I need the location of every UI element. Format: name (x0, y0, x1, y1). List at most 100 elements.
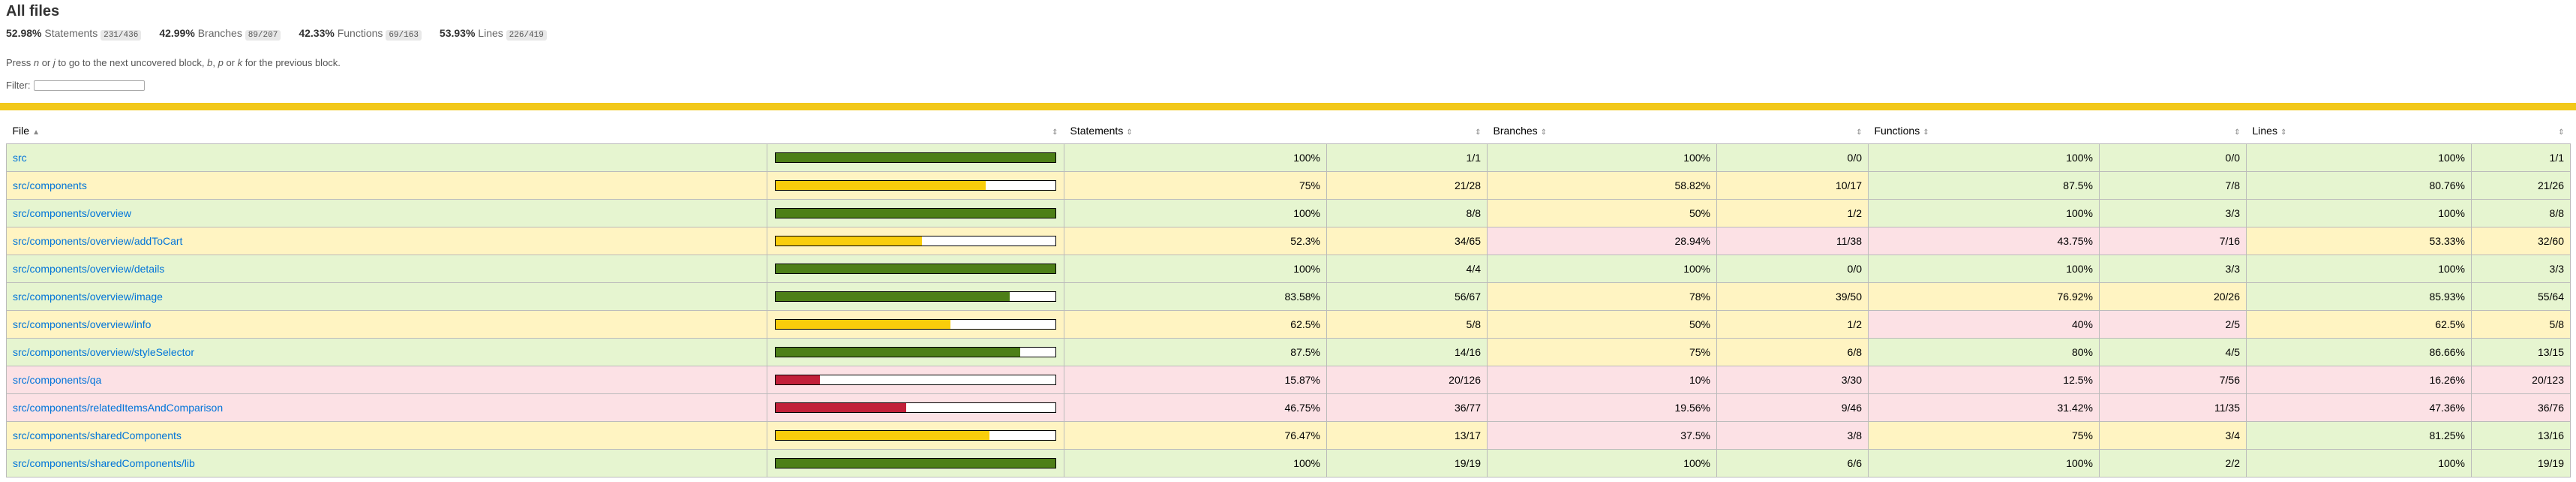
coverage-bar-fill (776, 459, 1055, 468)
functions-abs-cell: 7/8 (2099, 171, 2247, 200)
sort-icon: ⇕ (1126, 128, 1133, 137)
hint-key-n: n (33, 57, 40, 68)
branches-pct-cell: 50% (1487, 199, 1717, 227)
column-header-lines[interactable]: Lines ⇕ (2246, 118, 2472, 144)
summary-lines-fraction: 226/419 (506, 30, 547, 41)
sort-icon: ⇕ (1923, 128, 1929, 137)
summary-branches-pct: 42.99% (159, 27, 195, 39)
coverage-bar-fill (776, 403, 907, 412)
coverage-bar-cell (767, 227, 1064, 255)
file-link[interactable]: src/components/sharedComponents (13, 429, 182, 441)
file-link[interactable]: src/components/qa (13, 374, 102, 386)
functions-pct-cell: 100% (1868, 143, 2100, 172)
file-cell: src/components/overview/info (6, 310, 767, 339)
coverage-bar (775, 264, 1056, 274)
functions-pct-cell: 31.42% (1868, 393, 2100, 422)
summary-branches-fraction: 89/207 (245, 30, 281, 41)
statements-pct-cell: 75% (1064, 171, 1327, 200)
summary-branches-label: Branches (197, 27, 242, 39)
lines-pct-cell: 16.26% (2246, 366, 2472, 394)
coverage-bar-cell (767, 199, 1064, 227)
statements-abs-cell: 14/16 (1326, 338, 1488, 366)
file-link[interactable]: src/components/overview/image (13, 291, 163, 303)
file-link[interactable]: src/components/sharedComponents/lib (13, 457, 195, 469)
hint-key-b: b (207, 57, 213, 68)
functions-abs-cell: 2/2 (2099, 449, 2247, 477)
column-header-lines-abs[interactable]: ⇕ (2471, 118, 2571, 144)
column-header-file-chart[interactable]: ⇕ (767, 118, 1064, 144)
hint-key-k: k (237, 57, 243, 68)
column-header-functions-abs[interactable]: ⇕ (2099, 118, 2247, 144)
file-cell: src/components/overview (6, 199, 767, 227)
coverage-bar-cell (767, 393, 1064, 422)
filter-label: Filter: (6, 80, 31, 91)
sort-icon: ⇕ (1475, 128, 1482, 137)
coverage-bar-cell (767, 310, 1064, 339)
table-row: src/components/overview/addToCart 52.3% 34… (6, 227, 2571, 255)
file-link[interactable]: src/components/overview (13, 207, 131, 219)
table-row: src/components/overview/styleSelector 87.… (6, 338, 2571, 366)
column-header-functions-label: Functions (1874, 125, 1920, 137)
file-link[interactable]: src/components/overview/details (13, 263, 165, 275)
file-cell: src/components/overview/styleSelector (6, 338, 767, 366)
file-cell: src/components/overview/image (6, 282, 767, 311)
filter-input[interactable] (33, 80, 145, 91)
coverage-bar (775, 402, 1056, 413)
lines-pct-cell: 53.33% (2246, 227, 2472, 255)
coverage-bar (775, 430, 1056, 441)
lines-pct-cell: 100% (2246, 199, 2472, 227)
branches-pct-cell: 28.94% (1487, 227, 1717, 255)
column-header-branches-label: Branches (1493, 125, 1538, 137)
lines-pct-cell: 100% (2246, 255, 2472, 283)
table-row: src 100% 1/1 100% 0/0 100% 0/0 100% 1/1 (6, 143, 2571, 172)
column-header-branches[interactable]: Branches ⇕ (1487, 118, 1717, 144)
statements-abs-cell: 13/17 (1326, 421, 1488, 450)
summary-lines-label: Lines (478, 27, 503, 39)
coverage-bar-fill (776, 181, 986, 190)
table-row: src/components/relatedItemsAndComparison… (6, 393, 2571, 422)
statements-pct-cell: 100% (1064, 255, 1327, 283)
column-header-functions[interactable]: Functions ⇕ (1868, 118, 2100, 144)
table-row: src/components/overview/info 62.5% 5/8 50% 1… (6, 310, 2571, 339)
summary-functions-label: Functions (337, 27, 383, 39)
table-row: src/components/sharedComponents/lib 100% 1… (6, 449, 2571, 477)
hint-comma: , (212, 57, 218, 68)
coverage-bar (775, 180, 1056, 191)
hint-suffix: for the previous block. (242, 57, 341, 68)
file-link[interactable]: src/components/overview/info (13, 318, 152, 330)
column-header-statements-abs[interactable]: ⇕ (1326, 118, 1488, 144)
table-row: src/components/overview 100% 8/8 50% 1/2 100%… (6, 199, 2571, 227)
statements-pct-cell: 46.75% (1064, 393, 1327, 422)
table-row: src/components/qa 15.87% 20/126 10% 3/30 12.5… (6, 366, 2571, 394)
file-link[interactable]: src (13, 152, 27, 164)
lines-pct-cell: 85.93% (2246, 282, 2472, 311)
summary-lines-pct: 53.93% (439, 27, 476, 39)
file-cell: src/components/overview/details (6, 255, 767, 283)
coverage-summary: 52.98% Statements 231/436 42.99% Branche… (6, 26, 2570, 43)
file-link[interactable]: src/components/relatedItemsAndComparison (13, 402, 224, 414)
branches-pct-cell: 19.56% (1487, 393, 1717, 422)
functions-abs-cell: 4/5 (2099, 338, 2247, 366)
branches-pct-cell: 37.5% (1487, 421, 1717, 450)
coverage-bar-cell (767, 171, 1064, 200)
statements-abs-cell: 5/8 (1326, 310, 1488, 339)
statements-abs-cell: 19/19 (1326, 449, 1488, 477)
column-header-file[interactable]: File ▲ (6, 118, 767, 144)
column-header-branches-abs[interactable]: ⇕ (1716, 118, 1869, 144)
file-link[interactable]: src/components (13, 179, 87, 191)
hint-key-p: p (218, 57, 224, 68)
coverage-bar-fill (776, 236, 923, 246)
functions-pct-cell: 40% (1868, 310, 2100, 339)
coverage-bar (775, 347, 1056, 357)
coverage-bar-cell (767, 338, 1064, 366)
column-header-statements[interactable]: Statements ⇕ (1064, 118, 1327, 144)
coverage-bar-cell (767, 421, 1064, 450)
file-link[interactable]: src/components/overview/styleSelector (13, 346, 194, 358)
functions-abs-cell: 2/5 (2099, 310, 2247, 339)
branches-pct-cell: 78% (1487, 282, 1717, 311)
coverage-bar (775, 236, 1056, 246)
file-link[interactable]: src/components/overview/addToCart (13, 235, 183, 247)
coverage-bar-cell (767, 366, 1064, 394)
file-cell: src/components/sharedComponents (6, 421, 767, 450)
branches-pct-cell: 50% (1487, 310, 1717, 339)
